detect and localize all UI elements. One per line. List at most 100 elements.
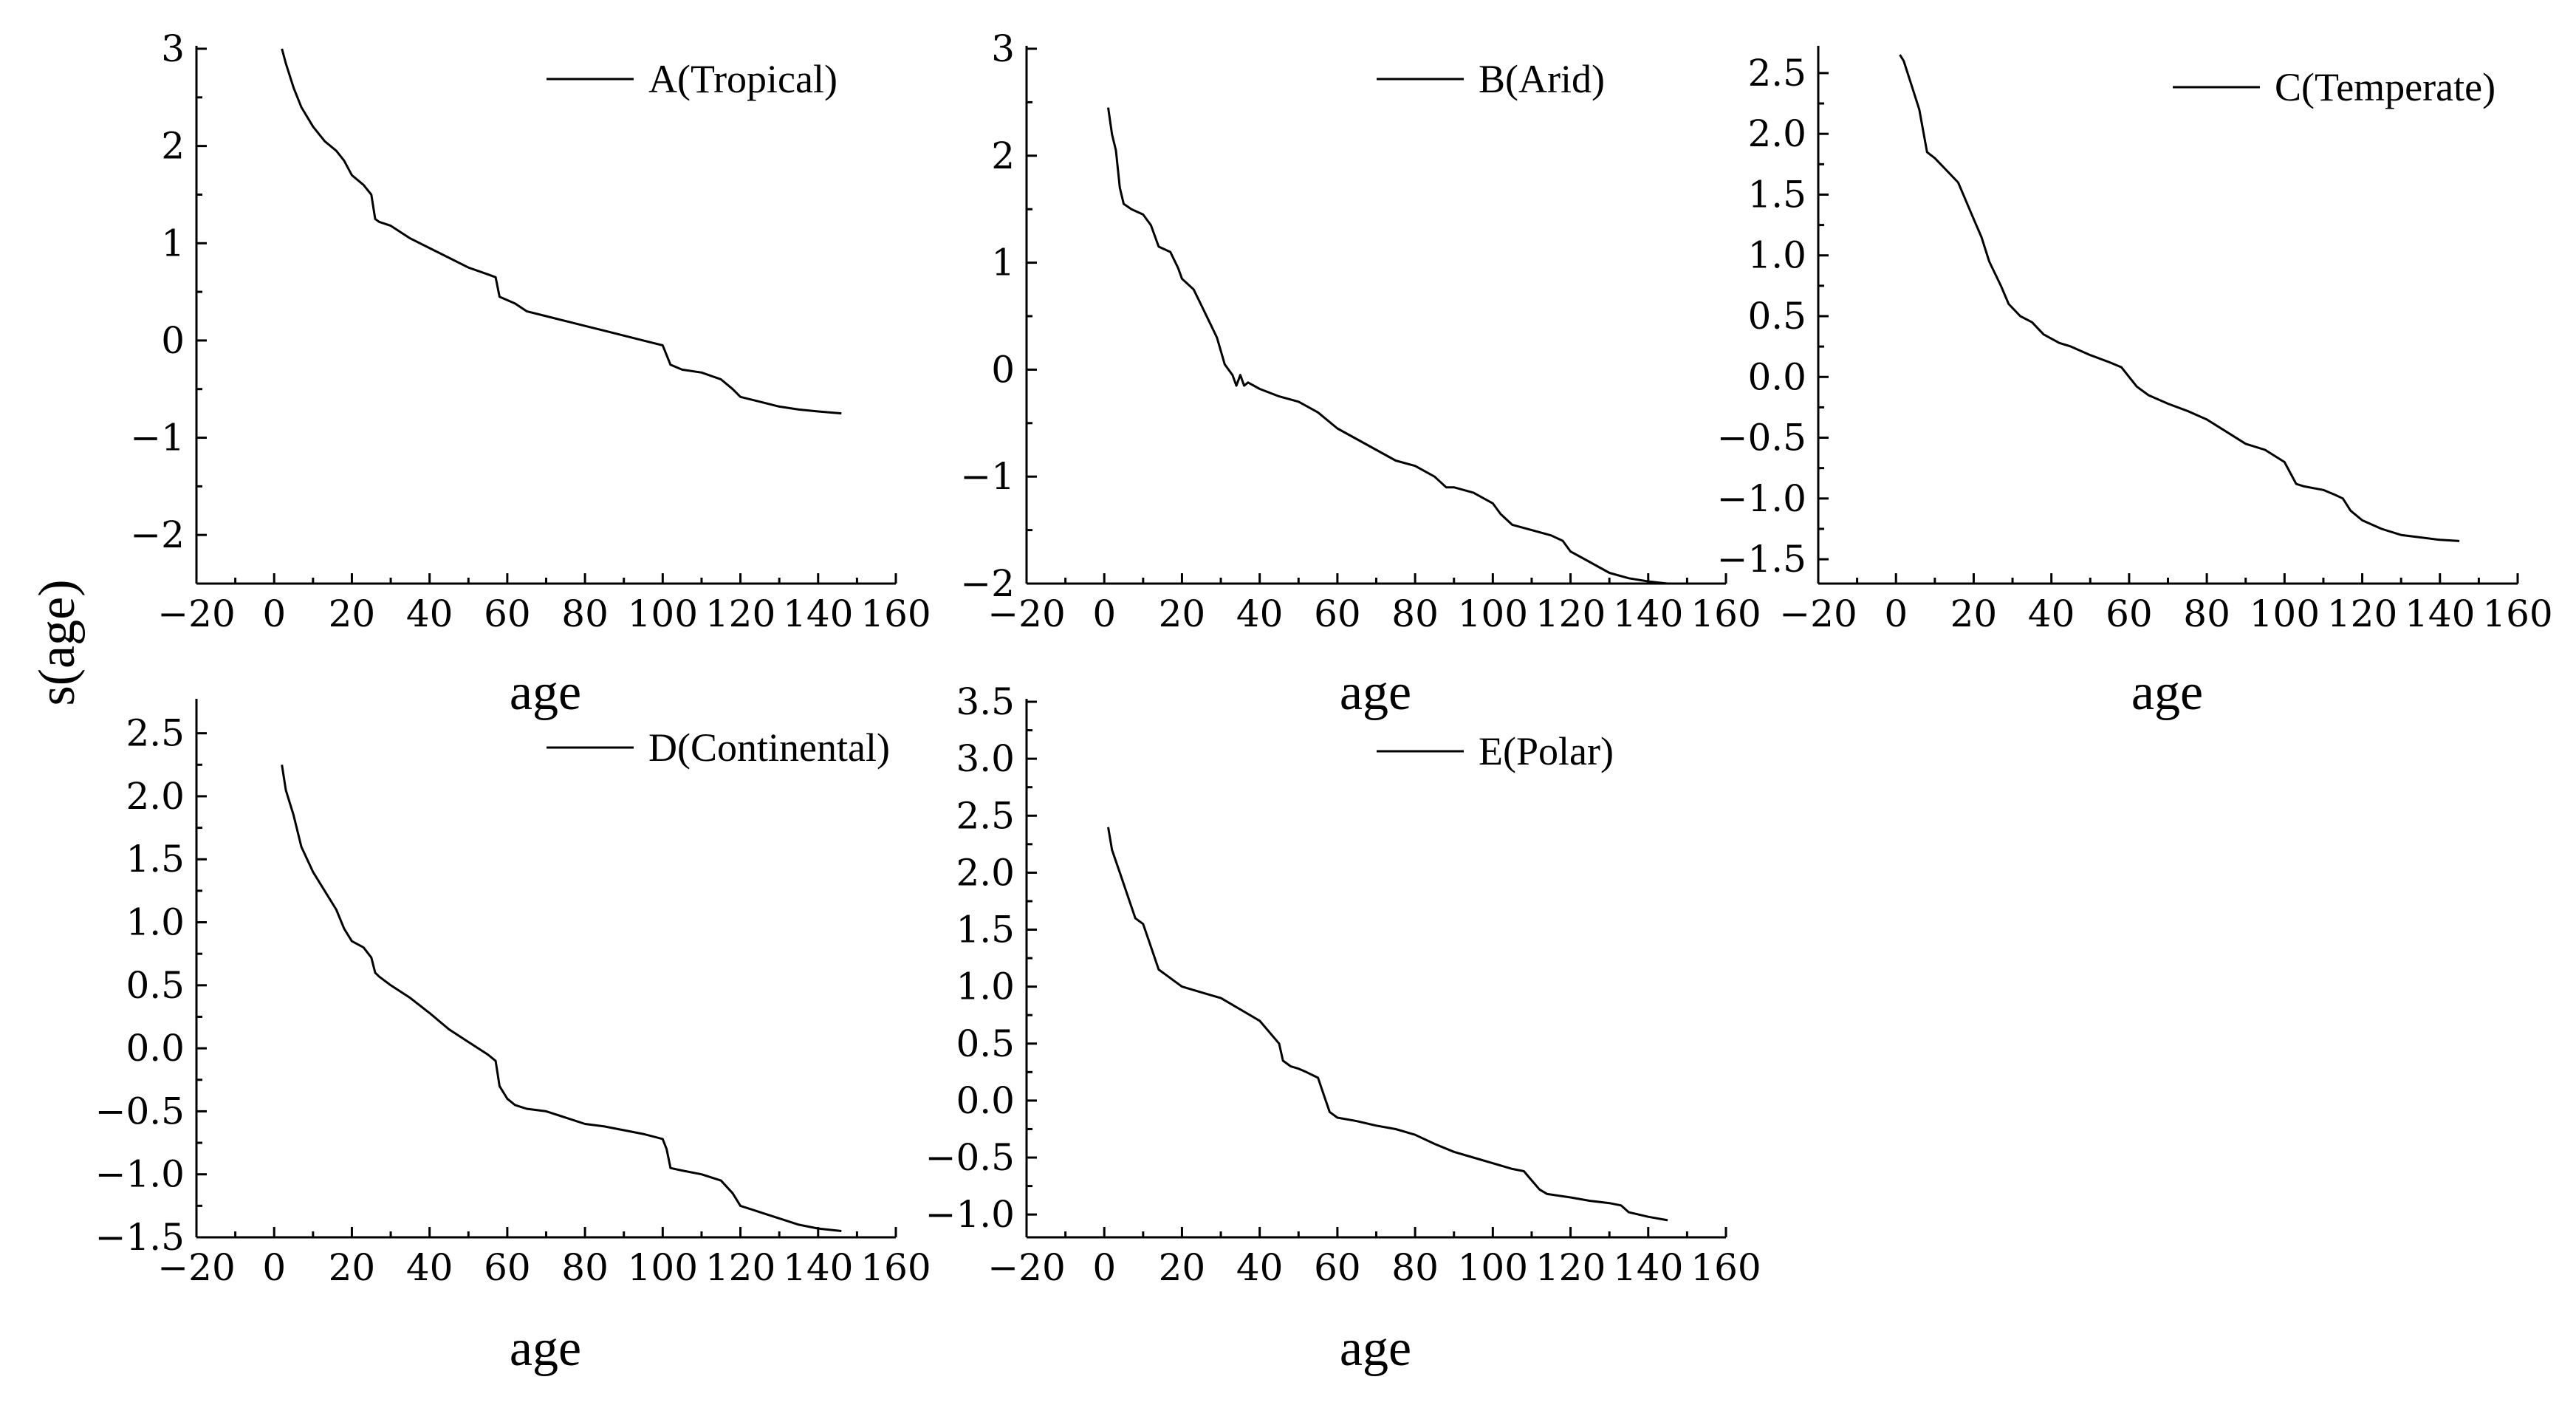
panel-b-y-tick-label: 0 <box>991 348 1015 391</box>
chart-panels: −20 0 20 40 60 80 100 120 140 1603210−1−2ageA(Tro… <box>95 27 2553 1377</box>
panel-e-x-tick-label: 40 <box>1236 1246 1284 1289</box>
panel-a-y-tick-label: −2 <box>130 513 185 556</box>
panel-c-y-tick-label: 1.5 <box>1747 173 1806 216</box>
panel-d-x-tick-label: 100 <box>628 1246 698 1289</box>
panel-e-x-tick-label: 120 <box>1535 1246 1606 1289</box>
panel-d-y-tick-label: 1.5 <box>126 838 185 881</box>
panel-b-x-tick-label: 60 <box>1314 592 1361 635</box>
panel-d-y-tick-label: 2.0 <box>126 775 185 818</box>
panel-e-y-tick-label: 0.5 <box>956 1022 1015 1065</box>
panel-e-x-tick-label: 100 <box>1458 1246 1528 1289</box>
panel-b-x-tick-label: 0 <box>1092 592 1116 635</box>
panel-c-y-tick-label: 0.0 <box>1747 355 1806 398</box>
panel-b-x-axis-label: age <box>1340 664 1411 721</box>
panel-a-x-tick-label: 100 <box>628 592 698 635</box>
panel-c-x-tick-label: 60 <box>2106 592 2153 635</box>
panel-d-x-axis-label: age <box>510 1320 581 1377</box>
panel-a-y-tick-label: 2 <box>161 125 185 168</box>
panel-d-y-tick-label: −0.5 <box>95 1090 185 1132</box>
panel-c-x-tick-label: 80 <box>2183 592 2230 635</box>
panel-e-x-tick-label: 0 <box>1092 1246 1116 1289</box>
panel-a-x-axis-label: age <box>510 664 581 721</box>
panel-c-y-tick-label: 2.0 <box>1747 112 1806 155</box>
panel-e-x-tick-label: 80 <box>1391 1246 1439 1289</box>
panel-d-x-tick-label: 140 <box>783 1246 853 1289</box>
panel-a-x-tick-label: 160 <box>860 592 931 635</box>
panel-d-x-tick-label: 20 <box>329 1246 376 1289</box>
panel-b-x-tick-label: 100 <box>1458 592 1528 635</box>
panel-c-x-tick-label: 0 <box>1884 592 1908 635</box>
panel-e-series-line <box>1107 827 1668 1222</box>
panel-d-series-line <box>281 765 842 1232</box>
panel-d-x-tick-label: −20 <box>157 1246 236 1289</box>
panel-b-x-tick-label: 20 <box>1159 592 1206 635</box>
panel-e-y-tick-label: 3.0 <box>956 737 1015 780</box>
panel-b-series-line <box>1107 107 1668 585</box>
panel-a-x-tick-label: 60 <box>484 592 531 635</box>
panel-e-x-tick-label: 60 <box>1314 1246 1361 1289</box>
panel-e-y-tick-label: −1.0 <box>925 1193 1015 1236</box>
panel-e-x-tick-label: −20 <box>987 1246 1066 1289</box>
panel-c-y-tick-label: −1.5 <box>1717 538 1806 581</box>
panel-d-y-tick-label: 2.5 <box>126 712 185 755</box>
panel-e-y-tick-label: 0.0 <box>956 1079 1015 1122</box>
panel-e-y-tick-label: 2.0 <box>956 851 1015 894</box>
panel-a-y-tick-label: −1 <box>130 417 185 459</box>
panel-d-x-tick-label: 40 <box>406 1246 453 1289</box>
panel-e-y-tick-label: −0.5 <box>925 1136 1015 1179</box>
panel-e-x-tick-label: 140 <box>1613 1246 1683 1289</box>
panel-c-x-tick-label: 120 <box>2327 592 2397 635</box>
panel-a: −20 0 20 40 60 80 100 120 140 160 3 2 1 0 −1 −2 age A(Tro… <box>130 27 931 721</box>
panel-b-x-tick-label: 120 <box>1535 592 1606 635</box>
panel-b-x-tick-label: 140 <box>1613 592 1683 635</box>
panel-d-x-tick-label: 160 <box>860 1246 931 1289</box>
panel-b-x-tick-label: −20 <box>987 592 1066 635</box>
panel-d-x-tick-label: 80 <box>561 1246 609 1289</box>
panel-b-x-tick-label: 40 <box>1236 592 1284 635</box>
panel-e-y-tick-label: 1.5 <box>956 909 1015 951</box>
panel-c-series-line <box>1899 54 2460 542</box>
panel-c-x-axis-label: age <box>2131 664 2203 721</box>
panel-a-x-tick-label: 120 <box>705 592 775 635</box>
panel-c-y-tick-label: −1.0 <box>1717 477 1806 520</box>
panel-a-x-tick-label: 40 <box>406 592 453 635</box>
panel-c-x-tick-label: 40 <box>2028 592 2075 635</box>
panel-d-y-tick-label: −1.5 <box>95 1216 185 1259</box>
panel-c-y-tick-label: 0.5 <box>1747 295 1806 338</box>
panel-d-y-tick-label: −1.0 <box>95 1153 185 1196</box>
panel-a-y-tick-label: 0 <box>161 319 185 362</box>
panel-e-y-tick-label: 3.5 <box>956 680 1015 723</box>
panel-d-legend-label: D(Continental) <box>648 725 890 770</box>
panel-a-y-tick-label: 1 <box>161 222 185 264</box>
panel-e-y-tick-label: 2.5 <box>956 794 1015 837</box>
panel-c-y-tick-label: 2.5 <box>1747 52 1806 95</box>
panel-e-y-tick-label: 1.0 <box>956 965 1015 1008</box>
panel-c-x-tick-label: −20 <box>1779 592 1857 635</box>
panel-c-x-tick-label: 160 <box>2482 592 2552 635</box>
panel-a-series-line <box>281 48 842 415</box>
panel-e: −20 0 20 40 60 80 100 120 140 160 3.5 3.0 2.5 2.0 1.5 1… <box>925 680 1761 1377</box>
panel-a-y-tick-label: 3 <box>161 27 185 70</box>
panel-c-x-tick-label: 100 <box>2250 592 2320 635</box>
panel-e-x-tick-label: 20 <box>1159 1246 1206 1289</box>
panel-b-y-tick-label: 3 <box>991 27 1015 70</box>
panel-b-y-tick-label: −2 <box>960 562 1015 605</box>
panel-d-x-tick-label: 0 <box>262 1246 286 1289</box>
panel-b: −20 0 20 40 60 80 100 120 140 160 3 2 1 0 −1 −2 age B(Ari… <box>960 27 1761 721</box>
panel-b-y-tick-label: 1 <box>991 242 1015 284</box>
panel-a-x-tick-label: 80 <box>561 592 609 635</box>
panel-c-y-tick-label: −0.5 <box>1717 417 1806 459</box>
panel-c-x-tick-label: 20 <box>1950 592 1998 635</box>
panel-a-x-tick-label: 0 <box>262 592 286 635</box>
panel-d-y-tick-label: 0.5 <box>126 964 185 1007</box>
panel-d-x-tick-label: 60 <box>484 1246 531 1289</box>
panel-e-legend-label: E(Polar) <box>1479 729 1614 773</box>
panel-b-y-tick-label: −1 <box>960 455 1015 498</box>
panel-a-x-tick-label: 20 <box>329 592 376 635</box>
panel-a-x-tick-label: 140 <box>783 592 853 635</box>
shared-y-axis-label: s(age) <box>29 579 86 705</box>
panel-e-x-tick-label: 160 <box>1690 1246 1761 1289</box>
panel-c-x-tick-label: 140 <box>2405 592 2475 635</box>
panel-d: −20 0 20 40 60 80 100 120 140 160 2.5 2.0 1.5 1.0 0.5 0… <box>95 699 931 1377</box>
